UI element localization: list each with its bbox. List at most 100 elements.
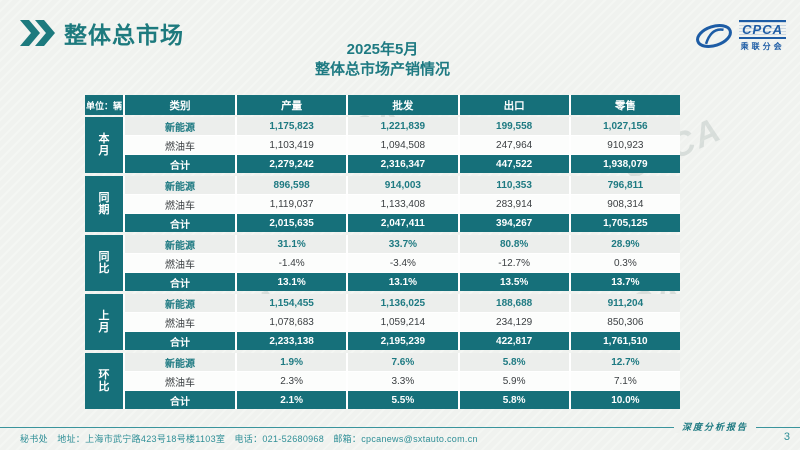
value-cell: 1,059,214 bbox=[348, 313, 458, 331]
value-cell: 911,204 bbox=[570, 294, 680, 312]
value-cell: 5.8% bbox=[459, 353, 569, 371]
value-cell: 1,221,839 bbox=[348, 117, 458, 135]
value-cell: 1,094,508 bbox=[348, 136, 458, 154]
value-cell: 13.5% bbox=[459, 273, 569, 291]
col-header-retail: 零售 bbox=[570, 95, 680, 115]
col-header-export: 出口 bbox=[459, 95, 569, 115]
unit-label-cell: 单位：辆 bbox=[85, 95, 123, 115]
value-cell: 1,938,079 bbox=[570, 155, 680, 173]
cpca-logo-text: CPCA 乘联分会 bbox=[739, 20, 786, 52]
table-group-0: 本月新能源 1,175,823 1,221,839 199,558 1,027,156 燃… bbox=[85, 117, 680, 173]
category-cell: 新能源 bbox=[125, 117, 235, 135]
value-cell: 1,154,455 bbox=[237, 294, 347, 312]
value-cell: 910,923 bbox=[570, 136, 680, 154]
page-header: 整体总市场 bbox=[20, 16, 184, 50]
title-month: 2025年5月 bbox=[346, 41, 419, 58]
table-group-2: 同比新能源 31.1% 33.7% 80.8% 28.9% 燃油车 -1.4% -3.4% -1… bbox=[85, 235, 680, 291]
group-label: 同期 bbox=[85, 176, 123, 232]
value-cell: 1,175,823 bbox=[237, 117, 347, 135]
value-cell: 0.3% bbox=[570, 254, 680, 272]
group-label: 本月 bbox=[85, 117, 123, 173]
section-title: 整体总市场 bbox=[64, 22, 184, 48]
value-cell: 1,133,408 bbox=[348, 195, 458, 213]
value-cell: 3.3% bbox=[348, 372, 458, 390]
footer-divider bbox=[0, 427, 800, 428]
value-cell: 12.7% bbox=[570, 353, 680, 371]
value-cell: 1,103,419 bbox=[237, 136, 347, 154]
group-label: 同比 bbox=[85, 235, 123, 291]
value-cell: 1,761,510 bbox=[570, 332, 680, 350]
category-cell: 新能源 bbox=[125, 235, 235, 253]
cpca-subtitle: 乘联分会 bbox=[740, 42, 785, 51]
col-header-category: 类别 bbox=[125, 95, 235, 115]
category-cell: 合计 bbox=[125, 391, 235, 409]
value-cell: 13.7% bbox=[570, 273, 680, 291]
category-cell: 燃油车 bbox=[125, 136, 235, 154]
value-cell: 2,279,242 bbox=[237, 155, 347, 173]
value-cell: 908,314 bbox=[570, 195, 680, 213]
value-cell: 10.0% bbox=[570, 391, 680, 409]
category-cell: 新能源 bbox=[125, 294, 235, 312]
category-cell: 合计 bbox=[125, 332, 235, 350]
category-cell: 新能源 bbox=[125, 353, 235, 371]
category-cell: 合计 bbox=[125, 155, 235, 173]
group-label: 环比 bbox=[85, 353, 123, 409]
value-cell: 7.1% bbox=[570, 372, 680, 390]
value-cell: 422,817 bbox=[459, 332, 569, 350]
value-cell: 2,047,411 bbox=[348, 214, 458, 232]
value-cell: -1.4% bbox=[237, 254, 347, 272]
value-cell: 1,119,037 bbox=[237, 195, 347, 213]
value-cell: 234,129 bbox=[459, 313, 569, 331]
value-cell: 1,078,683 bbox=[237, 313, 347, 331]
report-type-label: 深度分析报告 bbox=[673, 420, 756, 433]
value-cell: 1,705,125 bbox=[570, 214, 680, 232]
table-body: 本月新能源 1,175,823 1,221,839 199,558 1,027,156 燃… bbox=[85, 117, 680, 409]
value-cell: 7.6% bbox=[348, 353, 458, 371]
category-cell: 燃油车 bbox=[125, 195, 235, 213]
slide-title: 2025年5月 整体总市场产销情况 bbox=[85, 40, 680, 80]
value-cell: 5.5% bbox=[348, 391, 458, 409]
category-cell: 燃油车 bbox=[125, 313, 235, 331]
category-cell: 新能源 bbox=[125, 176, 235, 194]
value-cell: 33.7% bbox=[348, 235, 458, 253]
col-header-production: 产量 bbox=[237, 95, 347, 115]
value-cell: 2,195,239 bbox=[348, 332, 458, 350]
value-cell: 2.1% bbox=[237, 391, 347, 409]
cpca-wordmark: CPCA bbox=[739, 20, 786, 39]
value-cell: 896,598 bbox=[237, 176, 347, 194]
value-cell: 80.8% bbox=[459, 235, 569, 253]
category-cell: 燃油车 bbox=[125, 254, 235, 272]
value-cell: 2.3% bbox=[237, 372, 347, 390]
page-number: 3 bbox=[783, 431, 790, 443]
value-cell: 28.9% bbox=[570, 235, 680, 253]
value-cell: 796,811 bbox=[570, 176, 680, 194]
value-cell: 5.8% bbox=[459, 391, 569, 409]
value-cell: 1.9% bbox=[237, 353, 347, 371]
category-cell: 合计 bbox=[125, 273, 235, 291]
category-cell: 燃油车 bbox=[125, 372, 235, 390]
value-cell: 110,353 bbox=[459, 176, 569, 194]
value-cell: 850,306 bbox=[570, 313, 680, 331]
value-cell: 283,914 bbox=[459, 195, 569, 213]
value-cell: 1,136,025 bbox=[348, 294, 458, 312]
table-header-row: 单位：辆 类别 产量 批发 出口 零售 bbox=[85, 95, 680, 115]
value-cell: 13.1% bbox=[348, 273, 458, 291]
value-cell: 31.1% bbox=[237, 235, 347, 253]
value-cell: 199,558 bbox=[459, 117, 569, 135]
value-cell: 447,522 bbox=[459, 155, 569, 173]
double-chevron-icon bbox=[20, 20, 55, 46]
title-subject: 整体总市场产销情况 bbox=[314, 61, 450, 78]
value-cell: -12.7% bbox=[459, 254, 569, 272]
value-cell: 188,688 bbox=[459, 294, 569, 312]
value-cell: 2,316,347 bbox=[348, 155, 458, 173]
cpca-oval-icon bbox=[696, 24, 733, 48]
value-cell: 1,027,156 bbox=[570, 117, 680, 135]
table-group-1: 同期新能源 896,598 914,003 110,353 796,811 燃油车 1,11… bbox=[85, 176, 680, 232]
value-cell: -3.4% bbox=[348, 254, 458, 272]
value-cell: 914,003 bbox=[348, 176, 458, 194]
table-group-3: 上月新能源 1,154,455 1,136,025 188,688 911,204 燃油车… bbox=[85, 294, 680, 350]
market-table: 单位：辆 类别 产量 批发 出口 零售 本月新能源 1,175,823 1,221,… bbox=[85, 95, 680, 412]
value-cell: 2,015,635 bbox=[237, 214, 347, 232]
category-cell: 合计 bbox=[125, 214, 235, 232]
